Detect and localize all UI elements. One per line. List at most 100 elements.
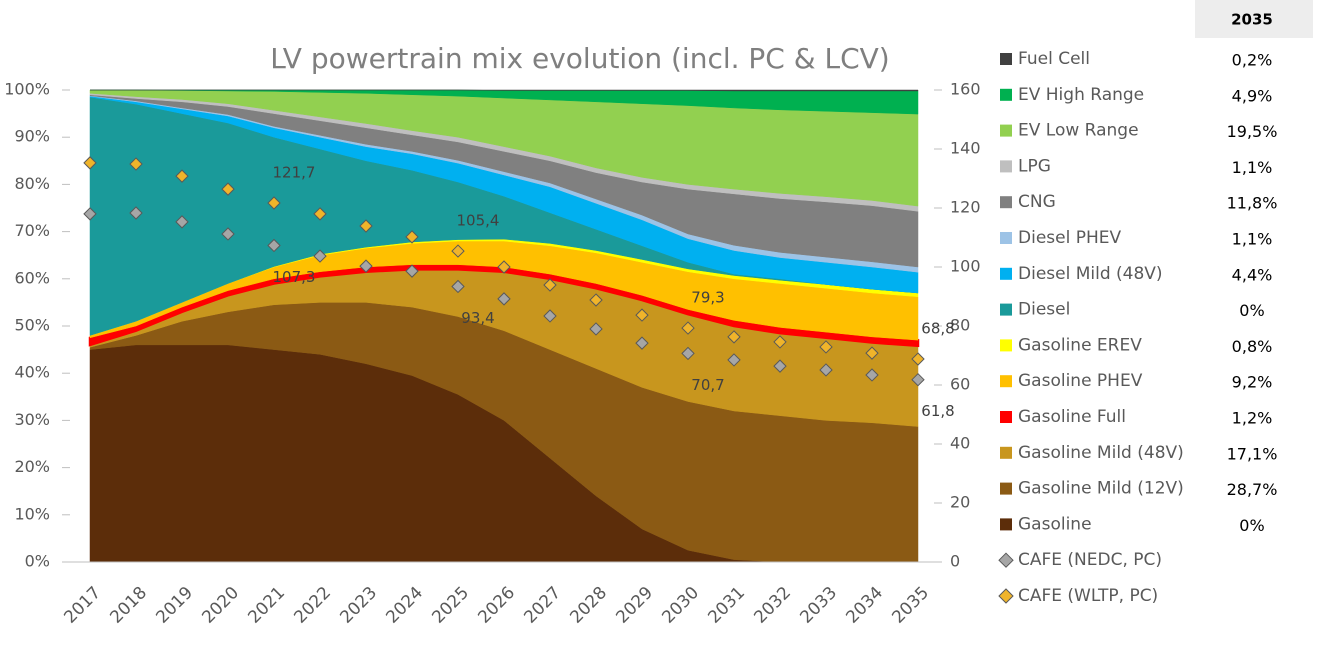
y-tick-label: 80%: [14, 174, 50, 193]
x-tick-label: 2022: [290, 583, 335, 628]
chart-title: LV powertrain mix evolution (incl. PC & …: [270, 42, 889, 75]
legend-swatch: [1000, 303, 1012, 316]
share-label: 9,2%: [1232, 373, 1273, 392]
marker: [221, 182, 235, 196]
marker: [175, 215, 189, 229]
legend-swatch: [1000, 267, 1012, 280]
marker: [267, 196, 281, 210]
legend-label: Diesel: [1018, 300, 1070, 320]
value-label: 70,7: [691, 376, 724, 394]
y-tick-label: 50%: [14, 316, 50, 335]
y2-tick-label: 60: [950, 375, 970, 394]
x-tick-label: 2035: [888, 583, 933, 628]
marker: [83, 207, 97, 221]
legend-swatch: [1000, 518, 1012, 531]
legend-label: Gasoline EREV: [1018, 335, 1142, 355]
marker: [359, 259, 373, 273]
legend-label: Diesel PHEV: [1018, 228, 1121, 248]
x-tick-label: 2023: [336, 583, 381, 628]
legend-swatch: [1000, 53, 1012, 65]
legend-label: CAFE (WLTP, PC): [1018, 586, 1158, 606]
marker: [543, 278, 557, 292]
y2-tick-label: 20: [950, 493, 970, 512]
x-tick-label: 2026: [474, 583, 519, 628]
y-tick-label: 40%: [14, 363, 50, 382]
legend-swatch: [1000, 124, 1012, 137]
marker: [727, 353, 741, 367]
marker: [911, 372, 925, 387]
marker: [865, 368, 879, 382]
share-label: 1,2%: [1232, 409, 1273, 428]
marker: [865, 346, 879, 360]
y2-tick-label: 100: [950, 257, 981, 276]
share-label: 4,9%: [1232, 86, 1273, 105]
legend-swatch: [1000, 411, 1012, 423]
x-tick-label: 2019: [152, 583, 197, 628]
legend-swatch: [1000, 482, 1012, 495]
marker: [83, 156, 97, 170]
legend-label: EV High Range: [1018, 85, 1144, 105]
marker: [497, 260, 511, 274]
legend-swatch: [1000, 232, 1012, 244]
x-tick-label: 2020: [198, 583, 243, 628]
y2-tick-label: 120: [950, 198, 981, 217]
marker: [129, 157, 143, 171]
marker: [635, 308, 649, 322]
x-tick-label: 2027: [520, 583, 565, 628]
legend-label: LPG: [1018, 156, 1051, 176]
x-tick-label: 2029: [612, 583, 657, 628]
y2-tick-label: 160: [950, 80, 981, 99]
marker: [589, 293, 603, 307]
legend-label: EV Low Range: [1018, 121, 1139, 141]
share-label: 4,4%: [1232, 265, 1273, 284]
legend-label: Gasoline: [1018, 514, 1092, 534]
share-label: 17,1%: [1227, 444, 1278, 463]
share-label: 0,8%: [1232, 337, 1273, 356]
value-label: 79,3: [691, 289, 724, 307]
marker: [313, 207, 327, 221]
value-label: 107,3: [273, 268, 316, 286]
marker: [451, 279, 465, 294]
marker: [819, 340, 833, 354]
x-tick-label: 2021: [244, 583, 289, 628]
marker: [313, 249, 327, 263]
area: [90, 89, 919, 92]
x-tick-label: 2024: [382, 583, 427, 628]
legend-swatch: [1000, 196, 1012, 209]
legend-label: CAFE (NEDC, PC): [1018, 550, 1162, 570]
y-tick-label: 60%: [14, 268, 50, 287]
share-label: 19,5%: [1227, 122, 1278, 141]
x-tick-label: 2031: [704, 583, 749, 628]
table-header: 2035: [1231, 11, 1273, 29]
table-header-bg: [1195, 0, 1313, 38]
y-tick-label: 0%: [25, 552, 50, 571]
value-label: 105,4: [457, 212, 500, 230]
value-label: 93,4: [461, 309, 494, 327]
marker: [819, 363, 833, 377]
marker: [221, 227, 235, 241]
marker: [727, 330, 741, 344]
legend-swatch: [1000, 375, 1012, 388]
y-tick-label: 100%: [4, 80, 50, 99]
y-tick-label: 10%: [14, 504, 50, 523]
marker: [129, 206, 143, 220]
legend-swatch: [1000, 160, 1012, 173]
marker: [589, 322, 603, 336]
legend-swatch: [1000, 339, 1012, 352]
y-tick-label: 70%: [14, 221, 50, 240]
marker: [175, 169, 189, 183]
marker: [543, 309, 557, 323]
marker: [681, 346, 695, 361]
legend-label: CNG: [1018, 192, 1056, 212]
marker: [451, 244, 465, 258]
legend-swatch: [1000, 446, 1012, 459]
marker: [681, 321, 695, 335]
value-label: 121,7: [273, 163, 316, 181]
legend-label: Fuel Cell: [1018, 49, 1090, 69]
legend-label: Gasoline Full: [1018, 407, 1126, 427]
y2-tick-label: 0: [950, 552, 960, 571]
x-tick-label: 2018: [106, 583, 151, 628]
value-label: 61,8: [921, 402, 954, 420]
marker: [911, 352, 925, 366]
